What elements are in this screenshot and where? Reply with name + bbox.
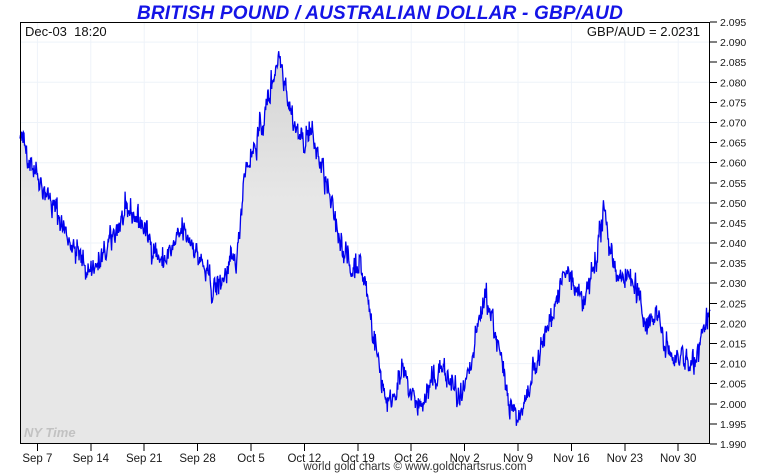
svg-text:Oct 19: Oct 19 — [341, 453, 375, 465]
svg-text:Oct 12: Oct 12 — [287, 453, 321, 465]
svg-text:2.070: 2.070 — [720, 118, 746, 130]
svg-text:Oct 26: Oct 26 — [394, 453, 428, 465]
svg-text:Sep 7: Sep 7 — [22, 453, 52, 465]
svg-text:2.095: 2.095 — [720, 17, 746, 29]
svg-text:1.990: 1.990 — [720, 439, 746, 451]
svg-text:2.055: 2.055 — [720, 178, 746, 190]
svg-text:2.075: 2.075 — [720, 97, 746, 109]
svg-text:2.065: 2.065 — [720, 138, 746, 150]
svg-text:1.995: 1.995 — [720, 419, 746, 431]
svg-text:2.040: 2.040 — [720, 238, 746, 250]
svg-text:2.025: 2.025 — [720, 298, 746, 310]
svg-text:2.030: 2.030 — [720, 278, 746, 290]
svg-text:2.085: 2.085 — [720, 57, 746, 69]
svg-text:2.035: 2.035 — [720, 258, 746, 270]
svg-text:2.090: 2.090 — [720, 37, 746, 49]
svg-text:Nov 2: Nov 2 — [450, 453, 480, 465]
svg-text:Sep 14: Sep 14 — [73, 453, 110, 465]
svg-text:2.050: 2.050 — [720, 198, 746, 210]
svg-text:2.045: 2.045 — [720, 218, 746, 230]
svg-text:Nov 30: Nov 30 — [660, 453, 696, 465]
svg-text:Sep 28: Sep 28 — [179, 453, 215, 465]
svg-text:2.060: 2.060 — [720, 158, 746, 170]
svg-text:2.020: 2.020 — [720, 318, 746, 330]
svg-text:2.010: 2.010 — [720, 359, 746, 371]
svg-text:2.080: 2.080 — [720, 77, 746, 89]
svg-text:Oct 5: Oct 5 — [237, 453, 264, 465]
svg-text:Nov 9: Nov 9 — [503, 453, 533, 465]
svg-text:2.005: 2.005 — [720, 379, 746, 391]
svg-text:Nov 23: Nov 23 — [607, 453, 643, 465]
svg-text:Nov 16: Nov 16 — [553, 453, 589, 465]
svg-text:2.015: 2.015 — [720, 339, 746, 351]
svg-text:2.000: 2.000 — [720, 399, 746, 411]
svg-text:Sep 21: Sep 21 — [126, 453, 162, 465]
